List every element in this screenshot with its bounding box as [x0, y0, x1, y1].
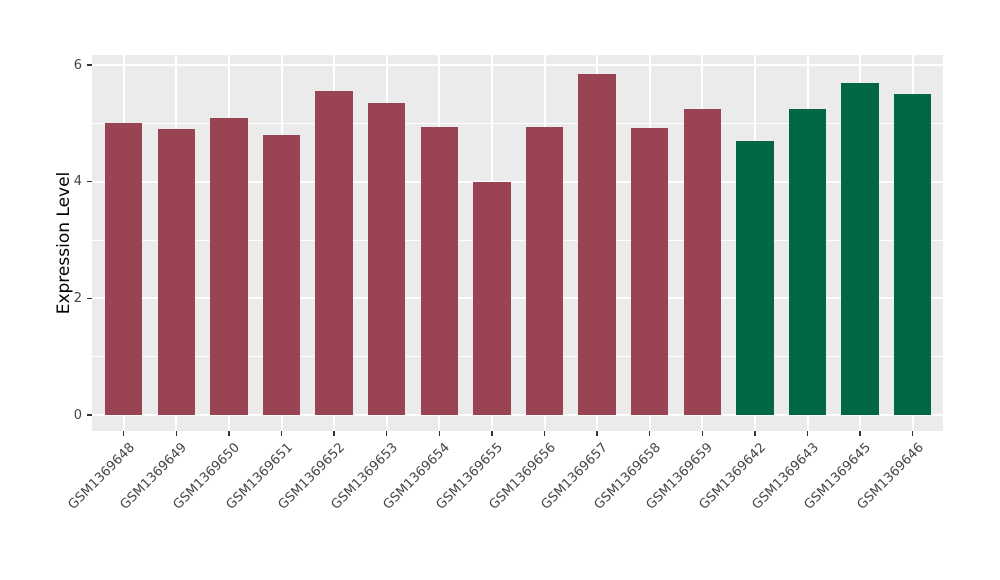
bar: [736, 140, 774, 415]
y-tick-label: 2: [73, 290, 82, 306]
x-tick-label: GSM1369657: [538, 440, 611, 513]
bar: [683, 108, 722, 415]
bar: [315, 91, 353, 415]
y-tick-label: 6: [73, 57, 82, 73]
x-tick-label: GSM1369653: [328, 440, 401, 513]
bar: [578, 73, 616, 415]
x-tick-label: GSM1369650: [170, 440, 243, 513]
x-axis-tick: [701, 431, 704, 436]
x-tick-label: GSM1369654: [380, 440, 454, 513]
x-axis-tick: [228, 431, 230, 436]
bar: [841, 82, 879, 415]
x-axis-tick: [175, 431, 178, 436]
x-tick-label: GSM1369646: [854, 440, 927, 513]
y-axis-tick: [86, 297, 92, 300]
x-tick-label: GSM1369642: [696, 440, 769, 513]
bar: [104, 123, 143, 415]
x-tick-label: GSM1369659: [643, 440, 717, 513]
y-axis-tick: [86, 414, 92, 416]
gridline-major: [92, 64, 943, 66]
x-axis-tick: [438, 431, 441, 436]
bar: [367, 102, 406, 415]
x-axis-tick: [806, 431, 809, 436]
x-tick-label: GSM1369651: [222, 440, 296, 513]
bar: [157, 129, 196, 415]
bar: [525, 127, 564, 415]
gridline-minor: [92, 239, 943, 241]
x-tick-label: GSM1369645: [801, 440, 874, 513]
gridline-minor: [92, 356, 943, 358]
bar: [893, 94, 932, 415]
bar: [420, 127, 459, 415]
x-axis-tick: [491, 431, 493, 436]
x-axis-tick: [859, 431, 861, 436]
y-axis-tick: [86, 180, 92, 183]
x-axis-tick: [385, 431, 388, 436]
x-axis-tick: [596, 431, 598, 436]
bar: [630, 128, 669, 415]
y-tick-label: 0: [73, 407, 82, 423]
x-axis-tick: [543, 431, 546, 436]
bar: [210, 117, 248, 415]
x-axis-tick: [333, 431, 335, 436]
x-tick-label: GSM1369658: [591, 440, 664, 513]
gridline-minor: [92, 122, 943, 124]
x-axis-tick: [280, 431, 283, 436]
x-axis-tick: [122, 431, 125, 436]
bar: [788, 108, 827, 415]
x-tick-label: GSM1369652: [275, 440, 348, 513]
gridline-major: [92, 180, 943, 183]
x-tick-label: GSM1369655: [433, 440, 506, 513]
bar: [262, 135, 301, 415]
x-axis-tick: [648, 431, 651, 436]
gridline-major: [92, 297, 943, 300]
x-tick-label: GSM1369648: [65, 440, 138, 513]
x-axis-tick: [911, 431, 914, 436]
gridline-major: [92, 414, 943, 416]
x-tick-label: GSM1369649: [117, 440, 191, 513]
x-tick-label: GSM1369656: [485, 440, 559, 513]
x-axis-tick: [754, 431, 756, 436]
y-tick-label: 4: [73, 174, 82, 190]
x-tick-label: GSM1369643: [748, 440, 822, 513]
bar: [473, 181, 511, 415]
y-axis-tick: [86, 64, 92, 66]
